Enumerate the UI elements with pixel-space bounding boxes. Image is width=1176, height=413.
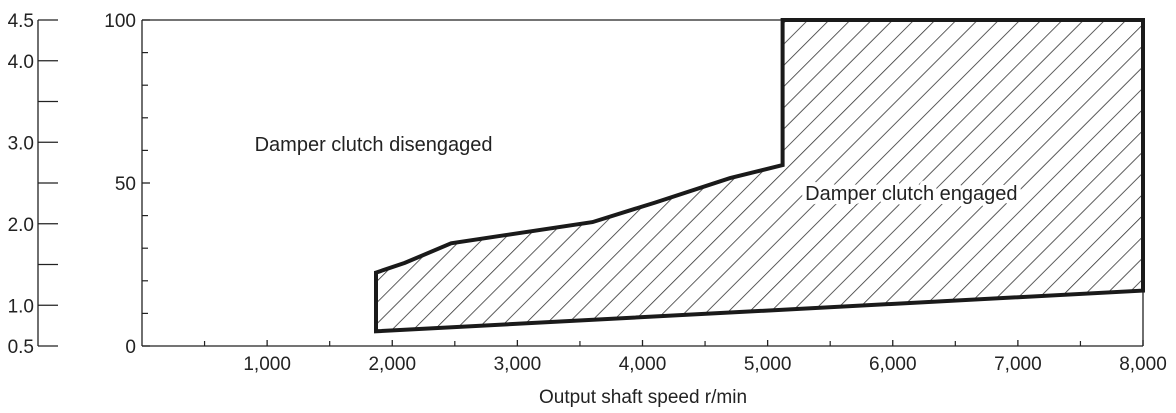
outer-y-tick-label-3: 2.0 <box>8 215 34 236</box>
y-tick-label-0: 0 <box>125 337 136 358</box>
annotation-1: Damper clutch engaged <box>805 183 1017 205</box>
x-tick-label-1000: 1,000 <box>243 354 291 375</box>
x-tick-label-8000: 8,000 <box>1119 354 1167 375</box>
x-tick-label-4000: 4,000 <box>619 354 667 375</box>
engaged-region-fill <box>376 20 1143 332</box>
chart-marks: 1,000 2,000 3,000 4,000 5,000 6,000 7,000 8,000… <box>8 11 1167 375</box>
x-tick-label-7000: 7,000 <box>994 354 1042 375</box>
outer-y-tick-label-7: 4.0 <box>8 52 34 73</box>
outer-y-tick-label-5: 3.0 <box>8 133 34 154</box>
outer-y-tick-label-8: 4.5 <box>8 11 34 32</box>
y-tick-label-50: 50 <box>115 174 136 195</box>
annotation-0: Damper clutch disengaged <box>255 134 493 156</box>
x-tick-label-6000: 6,000 <box>869 354 917 375</box>
x-axis-title: Output shaft speed r/min <box>539 387 747 408</box>
x-tick-label-2000: 2,000 <box>368 354 416 375</box>
outer-y-tick-label-0: 0.5 <box>8 337 34 358</box>
y-tick-label-100: 100 <box>104 11 136 32</box>
outer-y-tick-label-1: 1.0 <box>8 296 34 317</box>
x-tick-label-5000: 5,000 <box>744 354 792 375</box>
x-tick-label-3000: 3,000 <box>494 354 542 375</box>
engagement-boundary-line <box>374 18 1145 334</box>
